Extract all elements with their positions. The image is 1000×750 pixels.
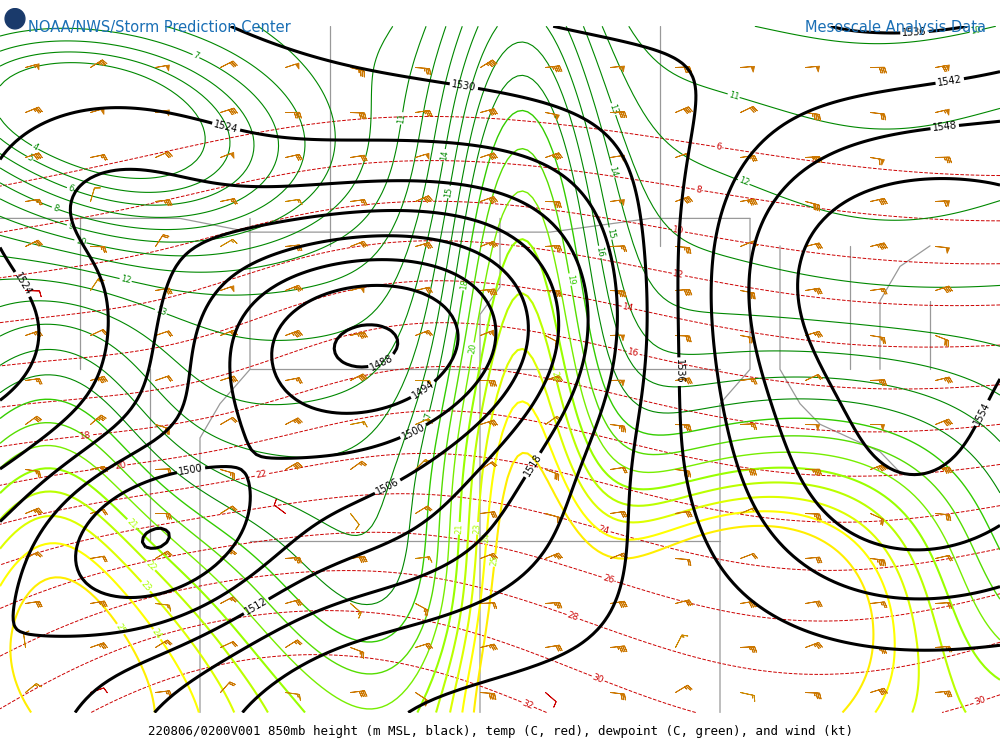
Text: 12: 12 [737,176,750,188]
Text: 24: 24 [596,524,610,536]
Text: 1530: 1530 [451,80,477,93]
Text: 26: 26 [601,573,615,585]
Text: 1494: 1494 [410,379,436,401]
Text: 21: 21 [455,523,464,534]
Text: 22: 22 [144,559,158,572]
Text: 14: 14 [439,149,450,161]
Text: 16: 16 [627,347,640,358]
Text: 1542: 1542 [937,74,963,88]
Text: 19: 19 [565,274,575,286]
Text: 18: 18 [459,278,470,290]
Text: 17: 17 [422,412,434,424]
Text: 9: 9 [67,221,74,231]
Text: 24: 24 [150,627,164,641]
Text: 22: 22 [255,470,268,481]
Text: 220806/0200V001 850mb height (m MSL, black), temp (C, red), dewpoint (C, green),: 220806/0200V001 850mb height (m MSL, bla… [148,724,852,738]
Text: 15: 15 [444,186,454,198]
Text: 30: 30 [591,672,605,685]
Text: 8: 8 [695,185,702,195]
Text: 6: 6 [715,142,722,152]
Text: 25: 25 [490,555,500,566]
Text: 20: 20 [468,343,478,355]
Text: 1500: 1500 [178,463,204,477]
Text: 5: 5 [26,153,35,164]
Text: 10: 10 [74,236,87,247]
Text: 1512: 1512 [243,596,269,617]
Text: 13: 13 [154,305,167,318]
Text: 1524: 1524 [12,271,33,297]
Text: 14: 14 [622,302,635,313]
Text: 24: 24 [482,532,491,543]
Text: 13: 13 [608,103,620,116]
Text: NOAA/NWS/Storm Prediction Center: NOAA/NWS/Storm Prediction Center [28,20,291,35]
Text: 25: 25 [114,622,127,636]
Text: 1524: 1524 [213,119,239,134]
Text: 21: 21 [125,517,139,530]
Text: 1548: 1548 [932,121,958,134]
Text: 1500: 1500 [400,422,427,442]
Text: 18: 18 [79,430,92,441]
Text: 10: 10 [970,26,982,37]
Text: 6: 6 [66,184,74,194]
Text: 16: 16 [594,246,605,258]
Text: 30: 30 [973,695,987,707]
Text: 23: 23 [473,523,482,534]
Text: 14: 14 [607,165,619,178]
Text: 12: 12 [672,269,685,280]
Text: 8: 8 [51,203,59,214]
Text: 1518: 1518 [522,452,543,478]
Text: 11: 11 [727,90,740,101]
Text: 22: 22 [550,370,561,382]
Text: 10: 10 [672,226,685,236]
Text: Mesoscale Analysis Data: Mesoscale Analysis Data [805,20,986,35]
Text: 1536: 1536 [902,27,927,38]
Text: 1488: 1488 [369,352,395,373]
Text: 28: 28 [566,610,580,623]
Text: 15: 15 [605,227,616,239]
Text: 32: 32 [521,698,535,711]
Circle shape [5,9,25,28]
Text: 7: 7 [192,51,200,62]
Text: 20: 20 [114,460,127,471]
Text: 1536: 1536 [674,359,684,384]
Text: 1506: 1506 [374,477,401,497]
Text: 23: 23 [139,580,153,593]
Text: 1554: 1554 [972,400,992,427]
Text: 12: 12 [119,274,132,286]
Text: 11: 11 [396,112,407,125]
Text: 4: 4 [31,142,40,153]
